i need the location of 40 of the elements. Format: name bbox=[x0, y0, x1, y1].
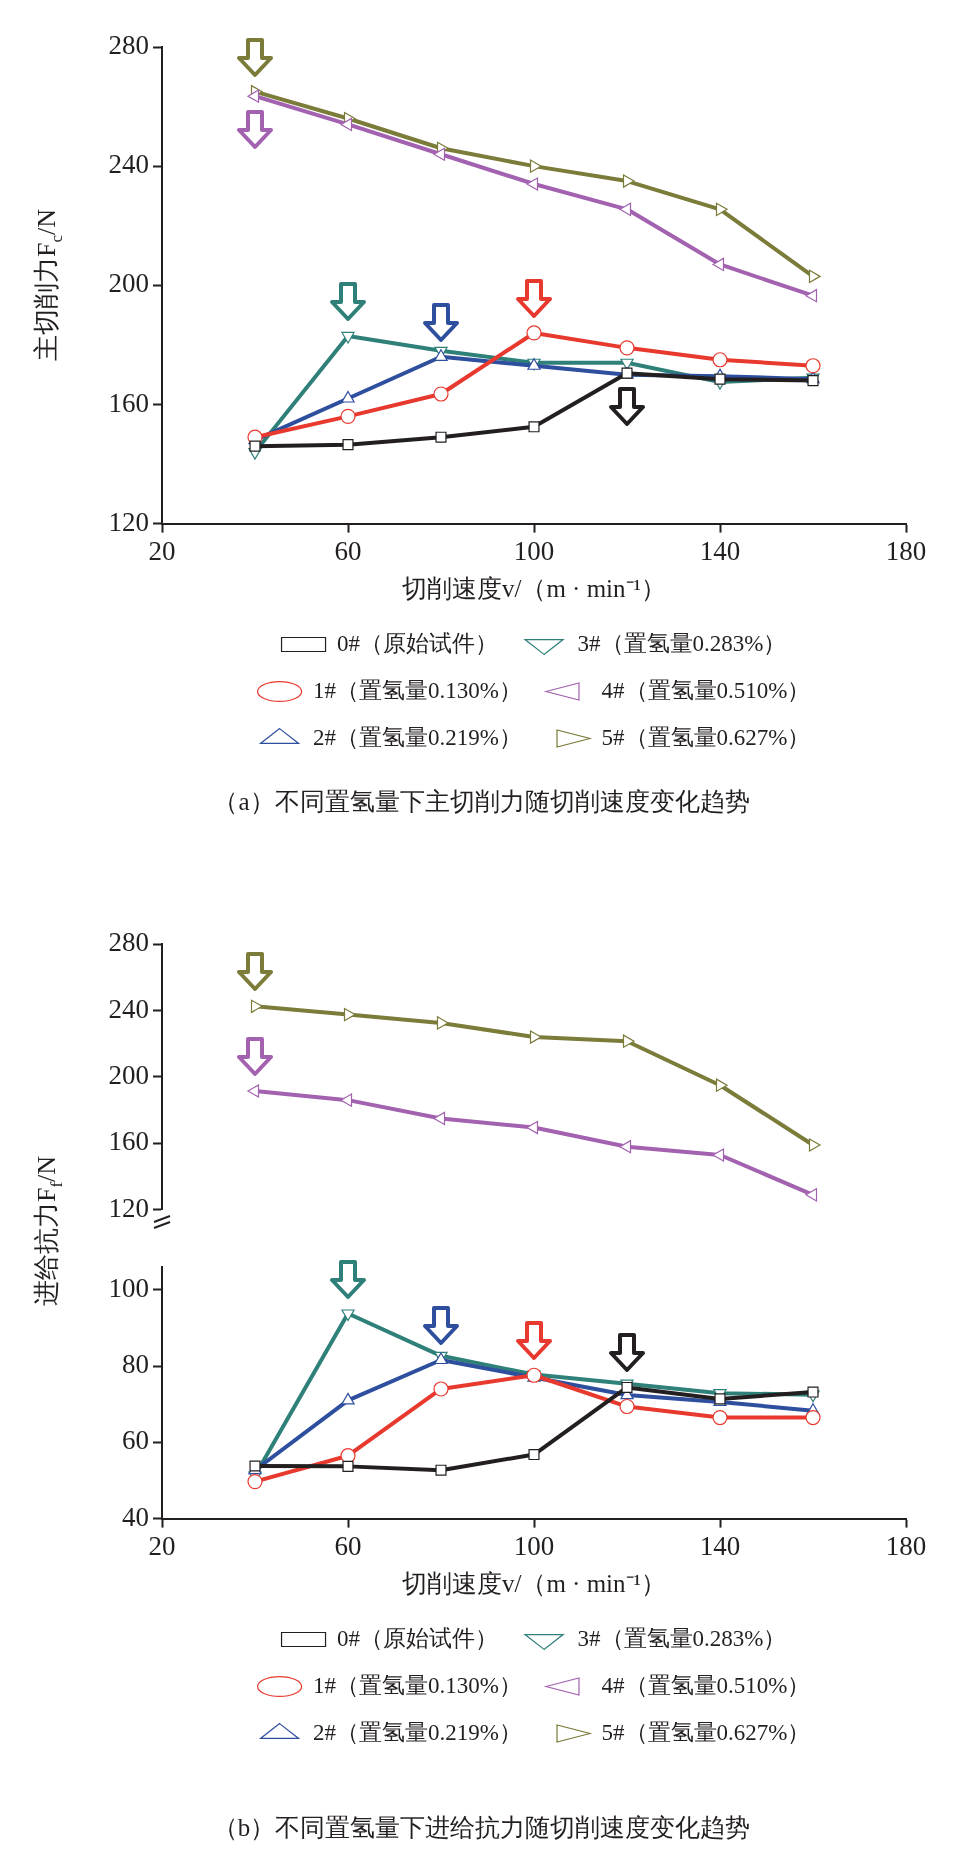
legend-label: 5#（置氢量0.627%） bbox=[601, 1719, 811, 1745]
y-tick-label: 100 bbox=[108, 1272, 149, 1303]
x-tick-label: 60 bbox=[334, 1530, 362, 1561]
legend-label: 5#（置氢量0.627%） bbox=[601, 724, 811, 750]
legend-label: 0#（原始试件） bbox=[337, 630, 499, 656]
x-tick-label: 140 bbox=[699, 535, 741, 566]
y-tick-label: 240 bbox=[108, 149, 149, 180]
x-tick-label: 180 bbox=[885, 535, 927, 566]
y-tick-label: 280 bbox=[108, 927, 149, 958]
legend-label: 1#（置氢量0.130%） bbox=[313, 677, 523, 703]
text: （a）不同置氢量下主切削力随切削速度变化趋势 bbox=[212, 787, 751, 817]
x-tick-label: 60 bbox=[334, 535, 362, 566]
x-tick-label: 140 bbox=[699, 1530, 741, 1561]
y-tick-label: 80 bbox=[122, 1349, 149, 1380]
legend-label: 4#（置氢量0.510%） bbox=[601, 677, 811, 703]
legend-label: 3#（置氢量0.283%） bbox=[577, 1625, 787, 1651]
x-axis-title: 切削速度v/（m · min⁻¹） bbox=[401, 1569, 667, 1597]
legend-label: 0#（原始试件） bbox=[337, 1625, 499, 1651]
x-tick-label: 100 bbox=[513, 535, 555, 566]
legend-label: 2#（置氢量0.219%） bbox=[313, 1719, 523, 1745]
x-tick-label: 20 bbox=[148, 535, 176, 566]
y-tick-label: 240 bbox=[108, 993, 149, 1024]
x-tick-label: 20 bbox=[148, 1530, 176, 1561]
legend-label: 1#（置氢量0.130%） bbox=[313, 1672, 523, 1698]
x-tick-label: 180 bbox=[885, 1530, 927, 1561]
y-tick-label: 60 bbox=[122, 1425, 149, 1456]
y-tick-label: 40 bbox=[122, 1501, 149, 1532]
x-tick-label: 100 bbox=[513, 1530, 555, 1561]
y-tick-label: 160 bbox=[108, 387, 149, 418]
y-tick-label: 120 bbox=[108, 506, 149, 537]
y-tick-label: 280 bbox=[108, 30, 149, 61]
y-tick-label: 200 bbox=[108, 1059, 149, 1090]
legend-label: 4#（置氢量0.510%） bbox=[601, 1672, 811, 1698]
legend-label: 2#（置氢量0.219%） bbox=[313, 724, 523, 750]
y-tick-label: 200 bbox=[108, 268, 149, 299]
y-tick-label: 120 bbox=[108, 1192, 149, 1223]
legend-label: 3#（置氢量0.283%） bbox=[577, 630, 787, 656]
x-axis-title: 切削速度v/（m · min⁻¹） bbox=[401, 574, 667, 602]
y-tick-label: 160 bbox=[108, 1126, 149, 1157]
text: （b）不同置氢量下进给抗力随切削速度变化趋势 bbox=[211, 1813, 752, 1843]
